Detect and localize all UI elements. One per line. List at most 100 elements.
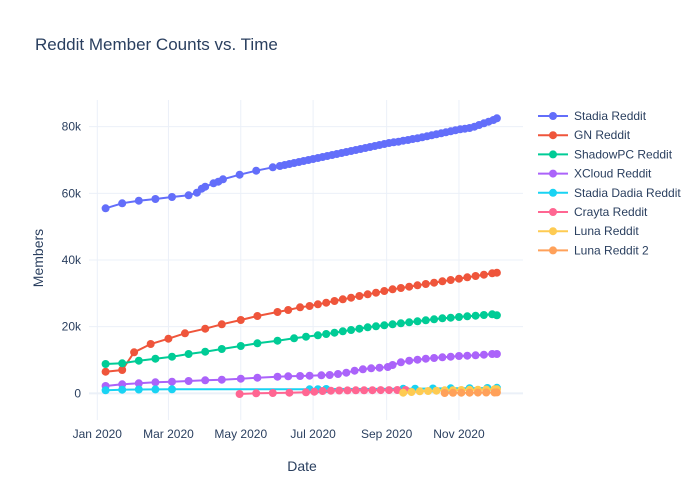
data-point[interactable] bbox=[236, 342, 245, 350]
data-point[interactable] bbox=[463, 273, 472, 282]
data-point[interactable] bbox=[118, 199, 127, 208]
data-point[interactable] bbox=[338, 327, 347, 336]
data-point[interactable] bbox=[413, 317, 422, 326]
data-point[interactable] bbox=[181, 329, 189, 338]
legend-item[interactable]: GN Reddit bbox=[538, 128, 631, 142]
data-point[interactable] bbox=[438, 314, 447, 323]
data-point[interactable] bbox=[296, 303, 305, 312]
data-point[interactable] bbox=[101, 360, 110, 368]
data-point[interactable] bbox=[235, 170, 244, 179]
data-point[interactable] bbox=[184, 191, 193, 200]
data-point[interactable] bbox=[446, 352, 455, 361]
data-point[interactable] bbox=[399, 388, 408, 397]
data-point[interactable] bbox=[253, 373, 262, 382]
data-point[interactable] bbox=[168, 377, 176, 386]
data-point[interactable] bbox=[446, 313, 455, 322]
data-point[interactable] bbox=[334, 370, 342, 378]
data-point[interactable] bbox=[440, 389, 449, 397]
data-point[interactable] bbox=[317, 371, 326, 380]
data-point[interactable] bbox=[421, 280, 430, 288]
data-point[interactable] bbox=[376, 386, 385, 395]
data-point[interactable] bbox=[284, 372, 293, 381]
data-point[interactable] bbox=[236, 316, 245, 324]
data-point[interactable] bbox=[273, 336, 282, 345]
data-point[interactable] bbox=[201, 347, 210, 356]
legend-item[interactable]: XCloud Reddit bbox=[538, 167, 652, 181]
data-point[interactable] bbox=[201, 324, 210, 333]
data-point[interactable] bbox=[313, 331, 322, 340]
data-point[interactable] bbox=[184, 377, 193, 385]
data-point[interactable] bbox=[430, 315, 439, 324]
data-point[interactable] bbox=[347, 326, 356, 334]
data-point[interactable] bbox=[134, 356, 143, 365]
data-point[interactable] bbox=[252, 389, 261, 398]
data-point[interactable] bbox=[343, 386, 352, 395]
data-point[interactable] bbox=[217, 320, 226, 329]
data-point[interactable] bbox=[164, 334, 173, 343]
data-point[interactable] bbox=[363, 323, 372, 332]
data-point[interactable] bbox=[355, 292, 364, 300]
data-point[interactable] bbox=[463, 351, 472, 360]
data-point[interactable] bbox=[201, 182, 210, 191]
data-point[interactable] bbox=[130, 348, 139, 357]
data-point[interactable] bbox=[217, 375, 226, 384]
data-point[interactable] bbox=[326, 386, 335, 395]
data-point[interactable] bbox=[302, 332, 310, 341]
data-point[interactable] bbox=[388, 361, 397, 369]
data-point[interactable] bbox=[492, 311, 501, 320]
data-point[interactable] bbox=[134, 196, 143, 205]
data-point[interactable] bbox=[407, 388, 416, 396]
data-point[interactable] bbox=[335, 386, 344, 395]
data-point[interactable] bbox=[305, 371, 314, 380]
data-point[interactable] bbox=[285, 388, 294, 397]
data-point[interactable] bbox=[405, 356, 414, 365]
data-point[interactable] bbox=[330, 328, 339, 337]
data-point[interactable] bbox=[305, 302, 314, 310]
data-point[interactable] bbox=[396, 358, 405, 367]
data-point[interactable] bbox=[118, 359, 127, 368]
data-point[interactable] bbox=[101, 367, 110, 376]
data-point[interactable] bbox=[405, 282, 414, 291]
data-point[interactable] bbox=[455, 274, 463, 283]
data-point[interactable] bbox=[375, 363, 384, 372]
data-point[interactable] bbox=[355, 324, 364, 333]
data-point[interactable] bbox=[342, 368, 351, 377]
data-point[interactable] bbox=[388, 285, 397, 294]
data-point[interactable] bbox=[360, 386, 369, 395]
data-point[interactable] bbox=[219, 175, 227, 184]
legend-item[interactable]: ShadowPC Reddit bbox=[538, 147, 673, 161]
data-point[interactable] bbox=[253, 339, 262, 348]
data-point[interactable] bbox=[438, 277, 447, 286]
data-point[interactable] bbox=[253, 312, 262, 320]
data-point[interactable] bbox=[492, 388, 501, 397]
data-point[interactable] bbox=[322, 298, 331, 307]
data-point[interactable] bbox=[235, 390, 244, 398]
data-point[interactable] bbox=[217, 345, 226, 353]
data-point[interactable] bbox=[363, 290, 372, 299]
data-point[interactable] bbox=[479, 270, 488, 279]
data-point[interactable] bbox=[385, 386, 393, 395]
data-point[interactable] bbox=[118, 385, 127, 394]
data-point[interactable] bbox=[471, 311, 480, 320]
data-point[interactable] bbox=[482, 388, 491, 397]
data-point[interactable] bbox=[146, 340, 155, 348]
data-point[interactable] bbox=[338, 295, 347, 304]
data-point[interactable] bbox=[492, 350, 501, 358]
data-point[interactable] bbox=[318, 387, 327, 395]
legend-item[interactable]: Luna Reddit bbox=[538, 224, 639, 238]
data-point[interactable] bbox=[380, 287, 389, 295]
data-point[interactable] bbox=[479, 350, 488, 359]
data-point[interactable] bbox=[421, 354, 430, 363]
data-point[interactable] bbox=[372, 288, 380, 297]
data-point[interactable] bbox=[134, 379, 143, 388]
data-point[interactable] bbox=[350, 366, 359, 375]
data-point[interactable] bbox=[134, 385, 143, 394]
data-point[interactable] bbox=[457, 388, 466, 397]
data-point[interactable] bbox=[430, 354, 439, 362]
data-point[interactable] bbox=[430, 278, 439, 287]
data-point[interactable] bbox=[492, 268, 501, 277]
data-point[interactable] bbox=[471, 272, 480, 280]
legend-item[interactable]: Crayta Reddit bbox=[538, 205, 648, 219]
data-point[interactable] bbox=[310, 387, 319, 396]
data-point[interactable] bbox=[313, 300, 322, 309]
